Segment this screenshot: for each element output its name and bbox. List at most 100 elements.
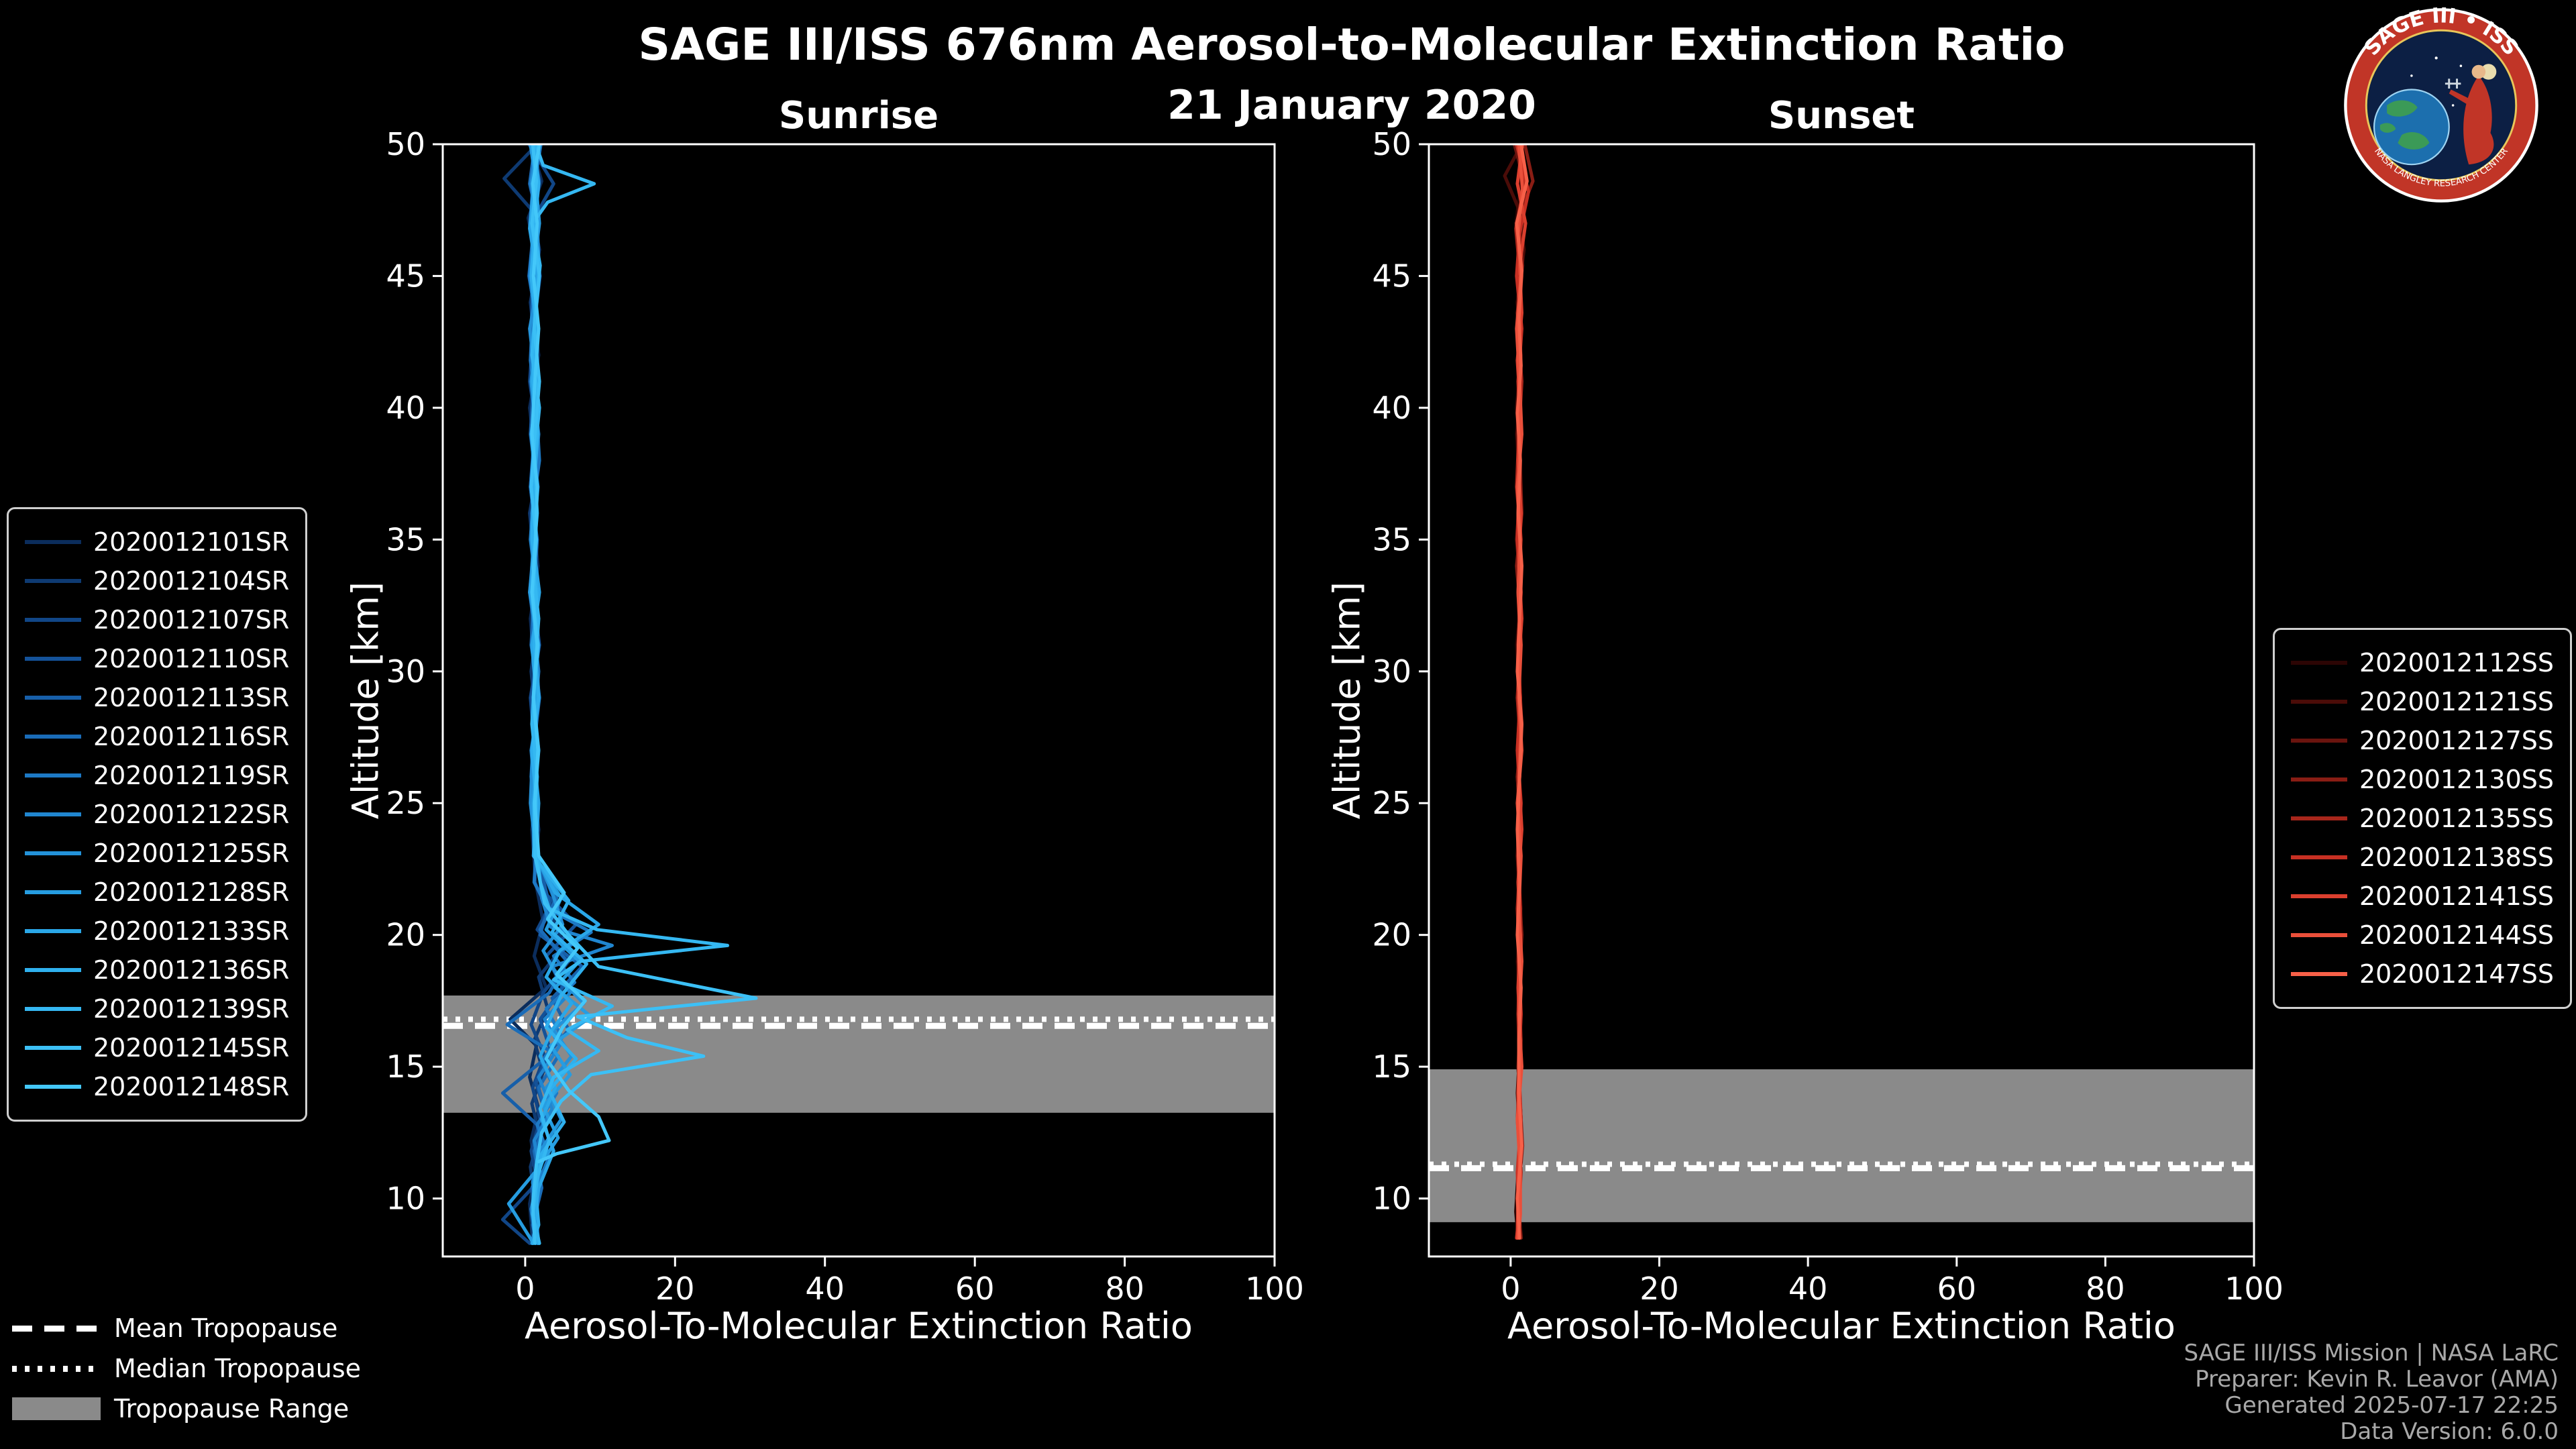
series-color-line xyxy=(25,851,81,855)
y-tick-label: 20 xyxy=(386,917,425,953)
tropopause-range-label: Tropopause Range xyxy=(114,1394,350,1424)
series-color-line xyxy=(2291,739,2347,743)
y-tick-label: 45 xyxy=(386,258,425,294)
x-tick-label: 100 xyxy=(2224,1271,2284,1307)
series-label: 2020012116SR xyxy=(93,722,290,751)
series-label: 2020012125SR xyxy=(93,839,290,868)
x-tick-label: 100 xyxy=(1245,1271,1304,1307)
tropopause-range-legend-item: Tropopause Range xyxy=(12,1389,361,1429)
series-label: 2020012145SR xyxy=(93,1033,290,1063)
legend-item: 2020012125SR xyxy=(25,834,289,873)
series-label: 2020012113SR xyxy=(93,683,290,712)
y-tick-label: 45 xyxy=(1372,258,1411,294)
y-tick-label: 40 xyxy=(1372,390,1411,426)
y-tick-label: 50 xyxy=(386,126,425,162)
series-color-line xyxy=(25,1085,81,1089)
plot-border xyxy=(1428,143,2255,1258)
series-color-line xyxy=(25,929,81,933)
series-label: 2020012112SS xyxy=(2359,648,2555,678)
x-tick-label: 80 xyxy=(1105,1271,1144,1307)
sunrise-legend: 2020012101SR 2020012104SR 2020012107SR 2020… xyxy=(7,507,308,1122)
sage-iii-iss-mission-patch: SAGE III • ISS NASA LANGLEY RESEARCH CEN… xyxy=(2344,7,2538,203)
series-color-line xyxy=(2291,777,2347,782)
robed-figure-icon xyxy=(2449,64,2494,165)
y-tick-label: 15 xyxy=(1372,1049,1411,1085)
series-color-line xyxy=(2291,933,2347,937)
chart-title: SAGE III/ISS 676nm Aerosol-to-Molecular … xyxy=(638,19,2065,70)
tropopause-range-band xyxy=(1429,1069,2254,1222)
legend-item: 2020012128SR xyxy=(25,873,289,912)
legend-item: 2020012121SS xyxy=(2291,682,2554,721)
legend-item: 2020012148SR xyxy=(25,1067,289,1106)
x-tick-label: 60 xyxy=(1937,1271,1977,1307)
x-tick-label: 0 xyxy=(515,1271,535,1307)
series-label: 2020012107SR xyxy=(93,605,290,635)
series-color-line xyxy=(25,657,81,661)
mission-credit: SAGE III/ISS Mission | NASA LaRC xyxy=(2184,1340,2559,1366)
series-color-line xyxy=(25,618,81,622)
legend-item: 2020012139SR xyxy=(25,989,289,1028)
series-label: 2020012127SS xyxy=(2359,726,2555,755)
plot-area xyxy=(1429,144,2254,1240)
y-tick-label: 50 xyxy=(1372,126,1411,162)
earth-icon xyxy=(2373,89,2450,166)
profile-line xyxy=(530,144,611,1164)
series-color-line xyxy=(25,540,81,544)
sunset-x-axis-label: Aerosol-To-Molecular Extinction Ratio xyxy=(1507,1305,2176,1347)
x-tick-label: 40 xyxy=(805,1271,845,1307)
y-tick-label: 40 xyxy=(386,390,425,426)
x-tick-label: 40 xyxy=(1788,1271,1828,1307)
series-color-line xyxy=(2291,894,2347,898)
y-tick-label: 30 xyxy=(386,653,425,690)
legend-item: 2020012116SR xyxy=(25,717,289,756)
series-color-line xyxy=(25,1046,81,1050)
series-label: 2020012128SR xyxy=(93,877,290,907)
series-label: 2020012148SR xyxy=(93,1072,290,1102)
legend-item: 2020012107SR xyxy=(25,600,289,639)
series-label: 2020012147SS xyxy=(2359,959,2555,989)
legend-item: 2020012133SR xyxy=(25,912,289,951)
series-color-line xyxy=(25,890,81,894)
legend-item: 2020012113SR xyxy=(25,678,289,717)
series-color-line xyxy=(25,812,81,816)
x-tick-label: 80 xyxy=(2086,1271,2125,1307)
plot-area xyxy=(443,144,1275,1245)
series-color-line xyxy=(2291,661,2347,665)
attribution-block: SAGE III/ISS Mission | NASA LaRC Prepare… xyxy=(2184,1340,2559,1445)
series-label: 2020012144SS xyxy=(2359,920,2555,950)
y-tick-label: 25 xyxy=(1372,785,1411,821)
series-color-line xyxy=(2291,972,2347,976)
legend-item: 2020012127SS xyxy=(2291,721,2554,760)
chart-date: 21 January 2020 xyxy=(1167,82,1536,129)
series-color-line xyxy=(25,735,81,739)
tropopause-legend: Mean Tropopause Median Tropopause Tropop… xyxy=(12,1308,361,1429)
legend-item: 2020012138SS xyxy=(2291,838,2554,877)
preparer-credit: Preparer: Kevin R. Leavor (AMA) xyxy=(2195,1366,2559,1393)
mean-tropopause-legend-item: Mean Tropopause xyxy=(12,1308,361,1348)
legend-item: 2020012136SR xyxy=(25,951,289,989)
sunset-legend: 2020012112SS 2020012121SS 2020012127SS 2020… xyxy=(2273,628,2573,1009)
sunset-panel-title: Sunset xyxy=(1768,94,1915,138)
series-label: 2020012110SR xyxy=(93,644,290,674)
legend-item: 2020012144SS xyxy=(2291,916,2554,955)
dotted-line-sample xyxy=(12,1365,101,1372)
dashed-line-sample xyxy=(12,1325,101,1332)
x-tick-label: 60 xyxy=(955,1271,995,1307)
sunset-y-axis-label: Altitude [km] xyxy=(1326,581,1368,820)
sunrise-x-axis-label: Aerosol-To-Molecular Extinction Ratio xyxy=(525,1305,1193,1347)
series-color-line xyxy=(25,1007,81,1011)
series-label: 2020012135SS xyxy=(2359,804,2555,833)
series-label: 2020012122SR xyxy=(93,800,290,829)
legend-item: 2020012147SS xyxy=(2291,955,2554,994)
series-label: 2020012101SR xyxy=(93,527,290,557)
legend-item: 2020012145SR xyxy=(25,1028,289,1067)
sunset-plot: 0 20 40 60 80 100 10 15 20 25 30 35 40 45 50 xyxy=(1372,126,2283,1307)
legend-item: 2020012141SS xyxy=(2291,877,2554,916)
sunrise-panel-title: Sunrise xyxy=(778,94,939,138)
profile-line xyxy=(1515,144,1529,1240)
y-tick-label: 25 xyxy=(386,785,425,821)
y-tick-label: 30 xyxy=(1372,653,1411,690)
y-tick-label: 10 xyxy=(1372,1181,1411,1217)
legend-item: 2020012112SS xyxy=(2291,643,2554,682)
